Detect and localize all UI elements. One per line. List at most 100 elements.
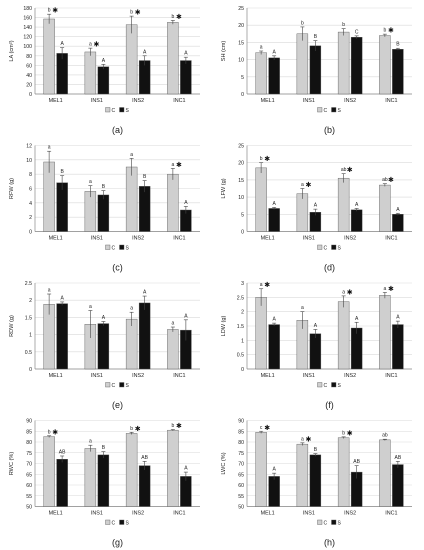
significance-letter: B: [102, 184, 106, 190]
legend-label-c: C: [324, 246, 328, 252]
legend-label-c: C: [112, 383, 116, 389]
significance-letter: a: [301, 305, 304, 311]
y-axis-label: RDW (g): [9, 315, 15, 337]
significance-star: ✱: [176, 422, 182, 430]
bar-c-ins2: [125, 24, 138, 95]
significance-star: ✱: [176, 161, 182, 169]
bar-c-ins1: [296, 33, 309, 95]
significance-letter: B: [60, 169, 64, 175]
legend-label-s: S: [126, 246, 130, 252]
legend-label-s: S: [338, 246, 342, 252]
y-tick-label: 0.5: [237, 353, 244, 359]
significance-letter: a: [171, 162, 174, 168]
y-axis-label: RFW (g): [9, 178, 15, 199]
y-tick-label: 5: [241, 212, 244, 218]
x-tick-label: INS2: [132, 98, 144, 104]
panel-label: (g): [112, 538, 123, 548]
y-tick-label: 85: [26, 429, 32, 435]
significance-star: ✱: [347, 429, 353, 437]
y-tick-label: 0: [241, 92, 244, 98]
x-tick-label: INS2: [344, 511, 356, 517]
significance-letter: b: [383, 28, 386, 34]
bar-s-mel1: [56, 182, 68, 232]
y-axis-label: SH (cm): [221, 41, 227, 62]
significance-letter: A: [60, 295, 64, 301]
x-tick-label: INC1: [385, 511, 397, 517]
x-tick-label: INC1: [385, 236, 397, 242]
significance-letter: A: [102, 315, 106, 321]
y-tick-label: 80: [26, 440, 32, 446]
legend-swatch-c: [317, 244, 323, 250]
y-tick-label: 70: [238, 462, 244, 468]
significance-letter: A: [272, 49, 276, 55]
x-tick-label: INS1: [303, 98, 315, 104]
legend-label-c: C: [112, 521, 116, 527]
y-tick-label: 8: [29, 172, 32, 178]
y-tick-label: 80: [238, 440, 244, 446]
y-tick-label: 55: [238, 494, 244, 500]
x-tick-label: MEL1: [261, 511, 275, 517]
y-tick-label: 6: [29, 187, 32, 193]
bar-s-mel1: [56, 303, 68, 370]
bar-c-mel1: [255, 52, 267, 95]
y-tick-label: 2: [29, 215, 32, 221]
bar-s-ins2: [350, 37, 363, 95]
bar-s-mel1: [268, 57, 280, 95]
y-tick-label: 50: [26, 505, 32, 511]
legend-label-c: C: [324, 383, 328, 389]
significance-letter: A: [272, 201, 276, 207]
legend-swatch-s: [331, 107, 337, 113]
significance-letter: a: [260, 282, 263, 288]
bar-s-inc1: [392, 464, 404, 507]
y-tick-label: 85: [238, 429, 244, 435]
x-tick-label: INS1: [303, 236, 315, 242]
panel-label: (b): [324, 125, 335, 135]
bar-s-ins2: [350, 209, 363, 232]
y-tick-label: 10: [26, 158, 32, 164]
significance-letter: a: [260, 45, 263, 51]
legend-swatch-c: [317, 382, 323, 388]
significance-letter: b: [342, 22, 345, 28]
y-tick-label: 1.5: [237, 324, 244, 330]
x-tick-label: INC1: [173, 373, 185, 379]
legend-swatch-c: [105, 519, 111, 525]
panel-label: (c): [112, 263, 123, 273]
x-tick-label: MEL1: [49, 511, 63, 517]
y-tick-label: 20: [238, 23, 244, 29]
bar-c-mel1: [255, 432, 267, 507]
legend-swatch-s: [331, 519, 337, 525]
bar-c-ins2: [125, 318, 138, 370]
significance-letter: A: [272, 317, 276, 323]
legend-swatch-s: [119, 519, 125, 525]
bar-c-ins2: [125, 166, 138, 232]
significance-letter: a: [383, 286, 386, 292]
legend-label-s: S: [126, 383, 130, 389]
y-axis-label: LWC (%): [221, 452, 227, 474]
significance-star: ✱: [52, 7, 58, 15]
y-tick-label: 120: [23, 35, 32, 41]
bar-c-ins2: [337, 31, 350, 95]
bar-c-inc1: [379, 295, 391, 370]
significance-letter: a: [301, 182, 304, 188]
x-tick-label: INC1: [173, 236, 185, 242]
bar-s-ins1: [97, 194, 110, 232]
x-tick-label: INS1: [303, 373, 315, 379]
legend-label-s: S: [338, 108, 342, 114]
significance-letter: AB: [141, 455, 148, 461]
y-tick-label: 0: [241, 230, 244, 236]
y-tick-label: 0.5: [25, 350, 32, 356]
y-tick-label: 140: [23, 25, 32, 31]
significance-letter: c: [260, 425, 263, 431]
x-tick-label: INC1: [173, 98, 185, 104]
significance-letter: A: [143, 290, 147, 296]
significance-letter: A: [396, 315, 400, 321]
x-tick-label: INS1: [91, 98, 103, 104]
y-tick-label: 55: [26, 494, 32, 500]
significance-star: ✱: [176, 13, 182, 21]
bar-c-ins2: [337, 301, 350, 370]
significance-letter: A: [184, 466, 188, 472]
